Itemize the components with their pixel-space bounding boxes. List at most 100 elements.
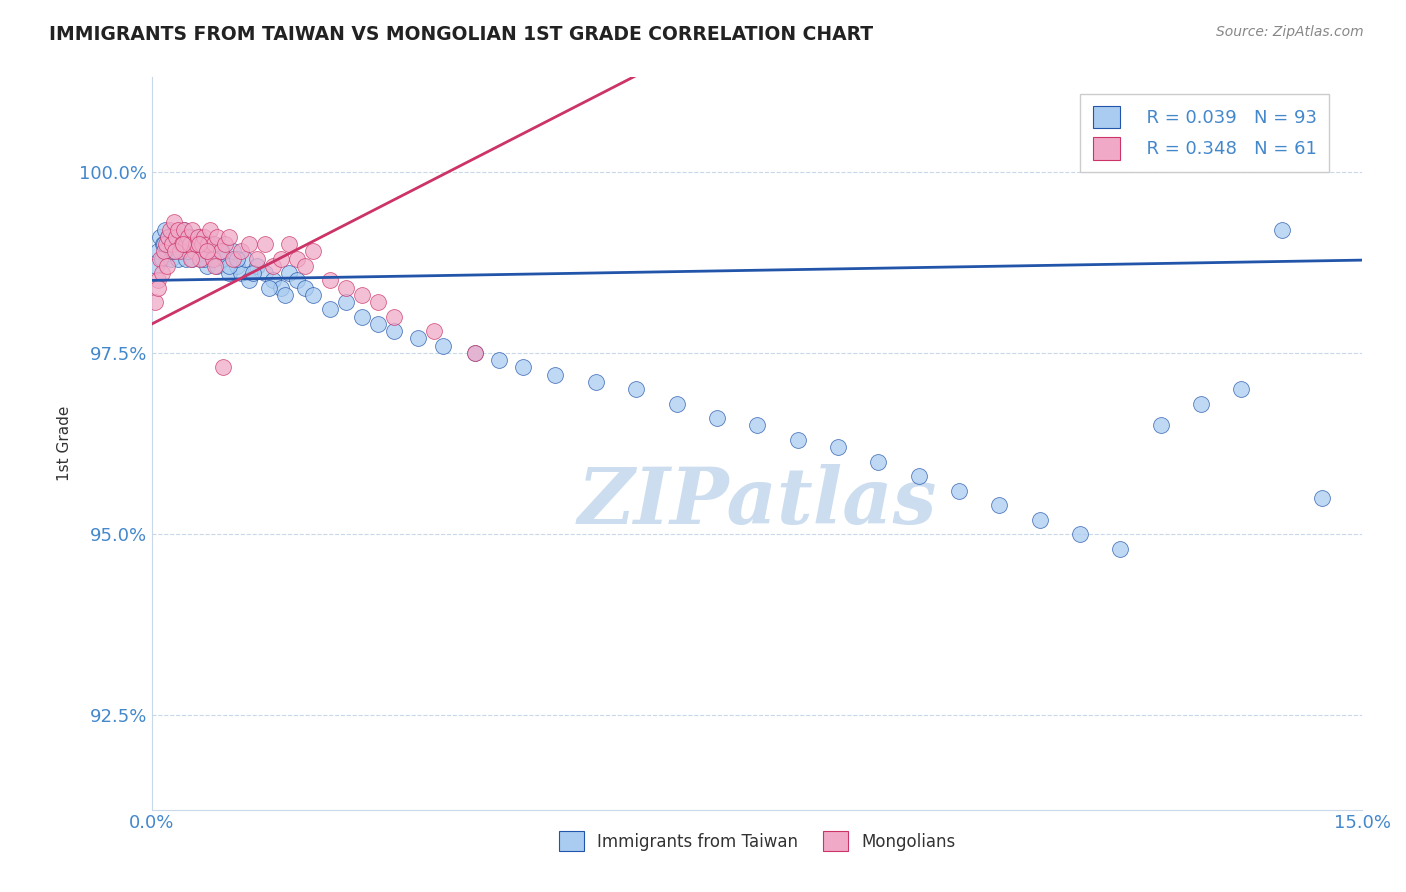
Point	[149, 230, 172, 244]
Point	[173, 222, 195, 236]
Point	[948, 483, 970, 498]
Point	[150, 266, 173, 280]
Point	[201, 252, 224, 266]
Point	[153, 222, 176, 236]
Point	[190, 252, 212, 266]
Point	[170, 237, 193, 252]
Point	[335, 295, 357, 310]
Point	[238, 237, 260, 252]
Point	[186, 237, 208, 252]
Point	[186, 244, 208, 259]
Point	[270, 280, 292, 294]
Point	[160, 237, 183, 252]
Point	[350, 288, 373, 302]
Point	[187, 230, 209, 244]
Point	[170, 237, 193, 252]
Point	[747, 418, 769, 433]
Point	[190, 252, 212, 266]
Point	[367, 295, 389, 310]
Point	[193, 244, 215, 259]
Point	[191, 237, 214, 252]
Point	[179, 237, 201, 252]
Point	[1109, 541, 1132, 556]
Point	[229, 244, 252, 259]
Point	[177, 230, 200, 244]
Point	[187, 237, 209, 252]
Point	[181, 222, 204, 236]
Point	[157, 230, 180, 244]
Point	[1069, 527, 1091, 541]
Text: IMMIGRANTS FROM TAIWAN VS MONGOLIAN 1ST GRADE CORRELATION CHART: IMMIGRANTS FROM TAIWAN VS MONGOLIAN 1ST …	[49, 25, 873, 44]
Point	[270, 252, 292, 266]
Point	[302, 288, 325, 302]
Point	[195, 244, 218, 259]
Point	[209, 244, 232, 259]
Point	[145, 259, 167, 273]
Point	[153, 237, 176, 252]
Point	[193, 230, 215, 244]
Point	[229, 266, 252, 280]
Point	[350, 310, 373, 324]
Point	[191, 237, 214, 252]
Point	[868, 455, 890, 469]
Point	[382, 324, 405, 338]
Point	[665, 396, 688, 410]
Point	[165, 230, 187, 244]
Point	[278, 266, 301, 280]
Point	[169, 230, 191, 244]
Point	[148, 244, 170, 259]
Point	[907, 469, 929, 483]
Point	[218, 230, 240, 244]
Point	[294, 259, 316, 273]
Point	[253, 266, 276, 280]
Point	[218, 266, 240, 280]
Point	[169, 244, 191, 259]
Point	[148, 280, 170, 294]
Y-axis label: 1st Grade: 1st Grade	[58, 406, 72, 481]
Point	[827, 440, 849, 454]
Point	[195, 259, 218, 273]
Point	[246, 252, 269, 266]
Point	[177, 244, 200, 259]
Point	[176, 237, 198, 252]
Point	[180, 230, 202, 244]
Point	[294, 280, 316, 294]
Point	[166, 252, 188, 266]
Point	[149, 252, 172, 266]
Point	[181, 252, 204, 266]
Point	[262, 259, 284, 273]
Point	[214, 252, 236, 266]
Point	[278, 237, 301, 252]
Point	[174, 237, 197, 252]
Point	[988, 498, 1011, 512]
Point	[624, 382, 647, 396]
Point	[432, 338, 454, 352]
Point	[214, 237, 236, 252]
Point	[143, 295, 166, 310]
Point	[1150, 418, 1173, 433]
Point	[163, 215, 186, 229]
Point	[1189, 396, 1212, 410]
Point	[157, 230, 180, 244]
Point	[202, 237, 225, 252]
Point	[464, 346, 486, 360]
Point	[302, 244, 325, 259]
Point	[1310, 491, 1333, 505]
Point	[205, 259, 228, 273]
Point	[262, 273, 284, 287]
Point	[165, 237, 187, 252]
Point	[201, 237, 224, 252]
Point	[155, 244, 177, 259]
Point	[221, 244, 243, 259]
Point	[179, 244, 201, 259]
Point	[152, 237, 174, 252]
Point	[160, 252, 183, 266]
Point	[172, 237, 194, 252]
Point	[183, 237, 205, 252]
Point	[153, 244, 176, 259]
Point	[274, 288, 297, 302]
Text: Source: ZipAtlas.com: Source: ZipAtlas.com	[1216, 25, 1364, 39]
Point	[253, 237, 276, 252]
Point	[180, 252, 202, 266]
Text: ZIPatlas: ZIPatlas	[578, 464, 936, 541]
